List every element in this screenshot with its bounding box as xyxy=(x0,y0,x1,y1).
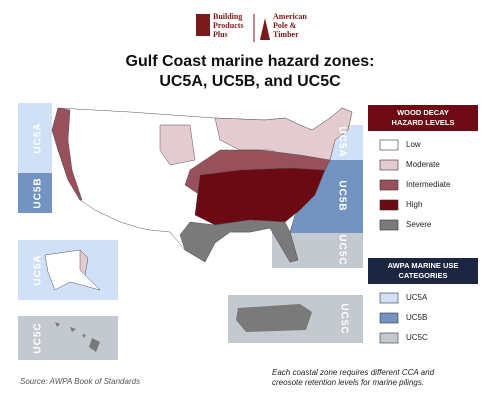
legend-swatch xyxy=(379,179,399,191)
legend-swatch xyxy=(379,159,399,171)
zone-label: UC5B xyxy=(336,180,347,211)
zone-label: UC5C xyxy=(33,322,44,353)
hawaii xyxy=(55,322,100,352)
legend-header xyxy=(368,258,478,284)
alaska-moderate xyxy=(79,249,89,276)
legend-swatch xyxy=(379,292,399,304)
logo-tree xyxy=(260,18,270,40)
title: Gulf Coast marine hazard zones: xyxy=(126,53,375,70)
note: creosote retention levels for marine pil… xyxy=(272,378,424,387)
legend-swatch xyxy=(379,199,399,211)
logo-text: Plus xyxy=(213,30,228,39)
source: Source: AWPA Book of Standards xyxy=(20,377,140,386)
region-severe xyxy=(179,219,299,263)
legend-swatch xyxy=(379,312,399,324)
map: UC5A UC5B UC5A UC5B UC5C UC5A UC5C UC5C xyxy=(18,103,363,360)
logo-icon xyxy=(196,14,210,36)
legend-header xyxy=(368,105,478,131)
logo-text: Pole & xyxy=(273,21,297,30)
legend-label: Low xyxy=(406,140,421,149)
zone-label: UC5C xyxy=(338,303,349,334)
zone-label: UC5C xyxy=(336,234,347,265)
legend-label: High xyxy=(406,200,422,209)
logo-text: Products xyxy=(213,21,244,30)
legend-title: HAZARD LEVELS xyxy=(392,118,455,127)
region-high xyxy=(194,167,326,226)
zone-label: UC5A xyxy=(33,254,44,285)
legend-swatch xyxy=(379,219,399,231)
legend-title: CATEGORIES xyxy=(398,271,447,280)
logo-text: Building xyxy=(213,12,242,21)
zone-label: UC5A xyxy=(33,122,44,153)
legend-label: UC5A xyxy=(406,293,428,302)
zone-uc5b-west xyxy=(18,173,52,213)
zone-hawaii xyxy=(18,316,118,360)
legend-label: Moderate xyxy=(406,160,440,169)
zone-uc5a-west xyxy=(18,103,52,173)
note: Each coastal zone requires different CCA… xyxy=(272,368,435,377)
legend-label: Severe xyxy=(406,220,432,229)
puerto-rico xyxy=(236,304,312,332)
legend-swatch xyxy=(379,139,399,151)
legend-swatch xyxy=(379,332,399,344)
logo-text: Timber xyxy=(273,30,299,39)
title: UC5A, UC5B, and UC5C xyxy=(159,73,341,90)
legend-label: UC5B xyxy=(406,313,427,322)
legend-label: UC5C xyxy=(406,333,428,342)
logo: Building Products Plus American Pole & T… xyxy=(196,12,307,42)
zone-label: UC5A xyxy=(336,126,347,157)
zone-label: UC5B xyxy=(33,177,44,208)
legend-label: Intermediate xyxy=(406,180,451,189)
legend-title: WOOD DECAY xyxy=(397,108,449,117)
legend-title: AWPA MARINE USE xyxy=(388,261,459,270)
logo-text: American xyxy=(273,12,307,21)
